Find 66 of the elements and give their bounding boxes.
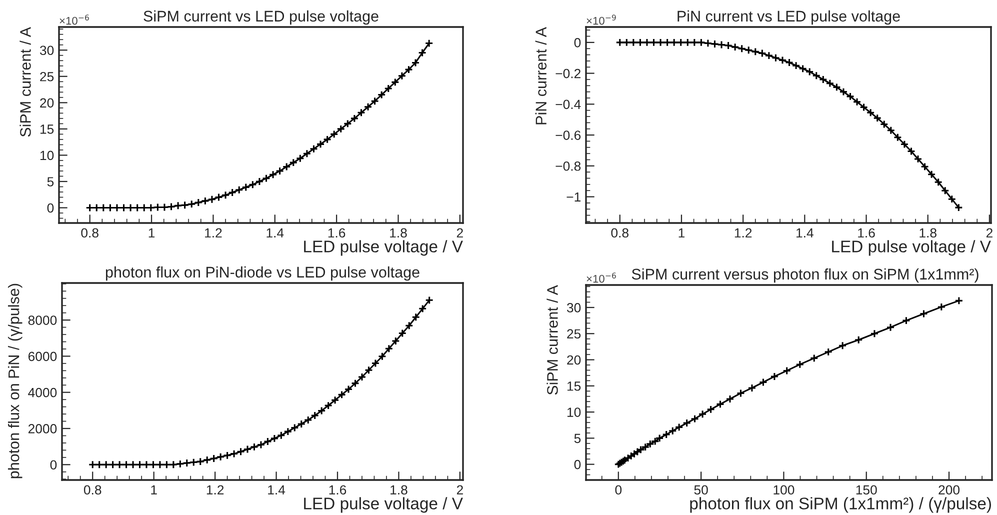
- y-tick-label: −0.2: [556, 68, 580, 78]
- x-tick-label: 1: [678, 228, 684, 238]
- y-tick-label: 4000: [28, 388, 57, 398]
- x-tick-label: 1.8: [920, 228, 936, 238]
- text: ×10$^{−9}$: [586, 14, 616, 25]
- x-tick-label: 1.6: [329, 485, 346, 495]
- y-tick-label: 30: [40, 46, 54, 56]
- y-axis-title: SiPM current / A: [20, 27, 31, 137]
- x-axis-title: LED pulse voltage / V: [304, 240, 463, 256]
- x-tick-label: 2: [456, 485, 463, 494]
- x-axis-title: photon flux on SiPM (1x1mm²) / (γ/pulse): [690, 497, 991, 513]
- y-tick-label: 5: [574, 434, 581, 444]
- y-tick-label: 8000: [28, 316, 57, 325]
- y-tick-label: 20: [40, 98, 54, 108]
- y-tick-label: 25: [567, 329, 581, 339]
- y-tick-label: 10: [40, 150, 54, 160]
- x-tick-label: 200: [938, 485, 960, 495]
- x-tick-label: 1.2: [734, 228, 752, 238]
- x-axis-title: LED pulse voltage / V: [832, 240, 991, 256]
- x-tick-label: 1.8: [390, 485, 408, 495]
- x-tick-label: 1.4: [266, 228, 284, 238]
- text: ×10$^{−6}$: [586, 272, 616, 283]
- y-tick-label: −0.4: [556, 100, 581, 110]
- x-tick-label: 0: [615, 485, 622, 495]
- x-tick-label: 1.6: [858, 228, 875, 238]
- text: ×10$^{−6}$: [60, 14, 89, 25]
- y-tick-label: 15: [40, 124, 54, 134]
- x-tick-label: 2: [456, 228, 463, 238]
- y-axis-title: PiN current / A: [535, 27, 547, 124]
- y-tick-label: −0.8: [556, 161, 581, 171]
- chart-title: SiPM current versus photon flux on SiPM (1x1mm²): [632, 268, 978, 283]
- chart-title: photon flux on PiN-diode vs LED pulse voltage: [106, 266, 420, 281]
- y-tick-label: 0: [574, 460, 581, 470]
- y-tick-label: −0.6: [556, 130, 581, 140]
- x-tick-label: 50: [694, 485, 708, 495]
- y-tick-label: −1: [566, 192, 580, 202]
- y-tick-label: 6000: [28, 352, 57, 362]
- x-tick-label: 150: [856, 485, 877, 495]
- y-tick-label: 2000: [28, 424, 57, 434]
- x-tick-label: 1.2: [205, 228, 222, 238]
- y-tick-label: 20: [567, 355, 581, 365]
- y-tick-label: 0: [47, 203, 54, 213]
- y-tick-label: 15: [567, 382, 581, 391]
- x-tick-label: 1.4: [796, 228, 814, 238]
- x-tick-label: 1: [151, 485, 157, 494]
- x-tick-label: 1.8: [390, 228, 407, 238]
- x-tick-label: 1.4: [268, 485, 286, 494]
- y-axis-title: SiPM current / A: [546, 285, 558, 395]
- x-tick-label: 100: [774, 485, 794, 495]
- y-tick-label: 0: [574, 38, 581, 48]
- y-tick-label: 5: [47, 177, 54, 186]
- x-tick-label: 0.8: [611, 228, 628, 238]
- chart-title: PiN current vs LED pulse voltage: [678, 10, 900, 25]
- y-axis-title: photon flux on PiN / (γ/pulse): [8, 284, 22, 478]
- x-tick-label: 1.6: [328, 228, 346, 238]
- y-tick-label: 10: [567, 408, 581, 417]
- x-tick-label: 0.8: [81, 228, 98, 238]
- x-tick-label: 1: [148, 228, 155, 238]
- x-axis-title: LED pulse voltage / V: [304, 497, 463, 513]
- x-tick-label: 2: [986, 228, 992, 238]
- x-tick-label: 1.2: [206, 485, 224, 494]
- chart-title: SiPM current vs LED pulse voltage: [144, 10, 378, 25]
- y-tick-label: 30: [566, 303, 581, 312]
- y-tick-label: 25: [40, 72, 54, 82]
- x-tick-label: 0.8: [84, 485, 102, 495]
- y-tick-label: 0: [50, 460, 57, 470]
